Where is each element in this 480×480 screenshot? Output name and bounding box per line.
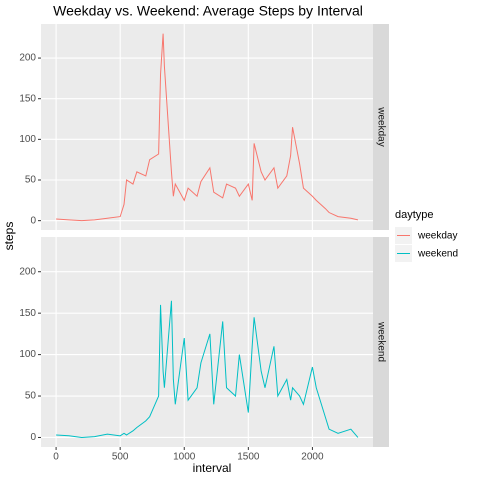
x-tick-label: 500 bbox=[112, 452, 129, 463]
legend-label: weekend bbox=[417, 249, 458, 260]
chart-title: Weekday vs. Weekend: Average Steps by In… bbox=[53, 3, 363, 19]
series-line bbox=[56, 33, 359, 222]
series-line bbox=[56, 300, 359, 438]
y-axis-title: steps bbox=[2, 222, 16, 251]
facet-label: weekday bbox=[375, 106, 386, 146]
y-tick-label: 150 bbox=[19, 93, 36, 104]
x-tick-label: 1500 bbox=[237, 452, 260, 463]
legend-title: daytype bbox=[395, 209, 434, 221]
facet-strip bbox=[373, 237, 389, 447]
y-tick-label: 150 bbox=[19, 308, 36, 319]
y-tick-label: 50 bbox=[25, 391, 37, 402]
y-tick-label: 50 bbox=[25, 175, 37, 186]
x-axis-title: interval bbox=[193, 461, 232, 475]
y-tick-label: 200 bbox=[19, 266, 36, 277]
y-tick-label: 0 bbox=[30, 432, 36, 443]
legend-label: weekday bbox=[417, 231, 457, 242]
y-tick-label: 200 bbox=[19, 53, 36, 64]
x-tick-label: 0 bbox=[53, 452, 59, 463]
x-tick-label: 1000 bbox=[173, 452, 196, 463]
facet-label: weekend bbox=[375, 321, 386, 362]
panel-background bbox=[41, 24, 373, 230]
y-tick-label: 0 bbox=[30, 215, 36, 226]
x-tick-label: 2000 bbox=[301, 452, 324, 463]
facet-strip bbox=[373, 24, 389, 230]
y-tick-label: 100 bbox=[19, 134, 36, 145]
y-tick-label: 100 bbox=[19, 349, 36, 360]
